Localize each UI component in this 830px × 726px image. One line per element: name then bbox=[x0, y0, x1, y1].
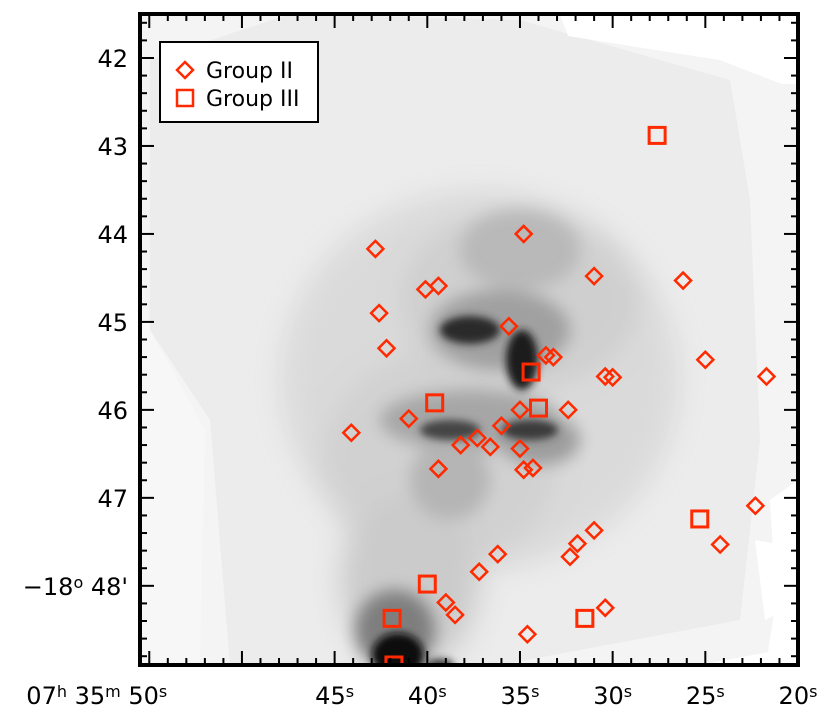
group-ii-point bbox=[602, 367, 623, 388]
group-ii-point bbox=[480, 437, 501, 457]
group-ii-point bbox=[487, 544, 508, 564]
x-axis-tick-labels: 07h 35m 50s 45s 40s 35s 30s 25s 20s bbox=[26, 682, 817, 710]
legend-label-group-iii: Group III bbox=[206, 87, 299, 112]
group-iii-point bbox=[521, 362, 541, 382]
group-ii-point bbox=[341, 422, 362, 443]
group-iii-point bbox=[417, 574, 437, 594]
group-ii-point bbox=[595, 598, 616, 618]
group-iii-point bbox=[690, 509, 710, 529]
legend-box bbox=[159, 41, 319, 123]
group-ii-point bbox=[445, 605, 465, 625]
group-ii-point bbox=[567, 533, 588, 554]
y-tick-label: 44 bbox=[97, 221, 128, 249]
group-ii-point bbox=[558, 400, 578, 420]
group-iii-point bbox=[382, 608, 402, 628]
group-ii-point bbox=[491, 415, 512, 436]
y-tick-label: 45 bbox=[97, 309, 128, 337]
group-ii-point bbox=[510, 438, 530, 459]
group-ii-point bbox=[510, 400, 530, 420]
group-ii-point bbox=[467, 428, 488, 448]
x-tick-label: 35s bbox=[501, 682, 540, 710]
group-ii-point bbox=[450, 435, 471, 455]
group-ii-point bbox=[745, 496, 766, 516]
group-ii-point bbox=[523, 458, 543, 478]
group-ii-point bbox=[560, 547, 580, 567]
group-iii-point bbox=[575, 608, 595, 628]
group-ii-point bbox=[513, 459, 534, 480]
group-ii-point bbox=[673, 270, 693, 291]
y-tick-label: 47 bbox=[97, 485, 128, 513]
nebula-image bbox=[140, 14, 798, 665]
axis-ticks bbox=[140, 14, 798, 665]
group-ii-point bbox=[584, 520, 604, 541]
legend-label-group-ii: Group II bbox=[206, 59, 293, 84]
group-iii-point bbox=[647, 125, 667, 145]
y-axis-tick-labels: 42 43 44 45 46 47 −18o 48' bbox=[23, 45, 128, 601]
group-ii-point bbox=[428, 459, 449, 479]
group-ii-point bbox=[584, 266, 604, 286]
y-tick-label: 43 bbox=[97, 133, 128, 161]
y-tick-label: 46 bbox=[97, 397, 128, 425]
group-iii-point bbox=[384, 655, 404, 665]
group-ii-point bbox=[756, 366, 777, 387]
group-ii-point bbox=[513, 224, 534, 244]
group-ii-point bbox=[517, 624, 538, 644]
group-ii-point bbox=[436, 592, 456, 613]
y-tick-label: −18o 48' bbox=[23, 573, 128, 601]
x-tick-label: 30s bbox=[593, 682, 632, 710]
legend-square-marker bbox=[175, 88, 195, 108]
group-ii-point bbox=[595, 366, 616, 387]
x-tick-label: 20s bbox=[779, 682, 818, 710]
group-ii-point bbox=[499, 316, 519, 337]
y-tick-label: 42 bbox=[97, 45, 128, 73]
group-ii-point bbox=[428, 276, 449, 296]
legend: Group II Group III bbox=[159, 41, 319, 123]
x-tick-label: 45s bbox=[315, 682, 354, 710]
group-ii-point bbox=[376, 338, 397, 359]
x-tick-label: 40s bbox=[408, 682, 447, 710]
group-ii-point bbox=[710, 534, 730, 555]
group-ii-point bbox=[695, 349, 716, 370]
legend-diamond-marker bbox=[175, 60, 195, 80]
x-tick-label: 07h 35m 50s bbox=[26, 682, 167, 710]
group-ii-point bbox=[365, 239, 386, 259]
group-ii-point bbox=[369, 303, 389, 323]
x-tick-label: 25s bbox=[686, 682, 725, 710]
data-markers bbox=[341, 125, 777, 665]
group-ii-point bbox=[398, 408, 419, 429]
group-iii-point bbox=[425, 393, 445, 413]
group-ii-point bbox=[543, 347, 564, 367]
group-iii-point bbox=[529, 398, 549, 418]
group-ii-point bbox=[469, 561, 489, 582]
